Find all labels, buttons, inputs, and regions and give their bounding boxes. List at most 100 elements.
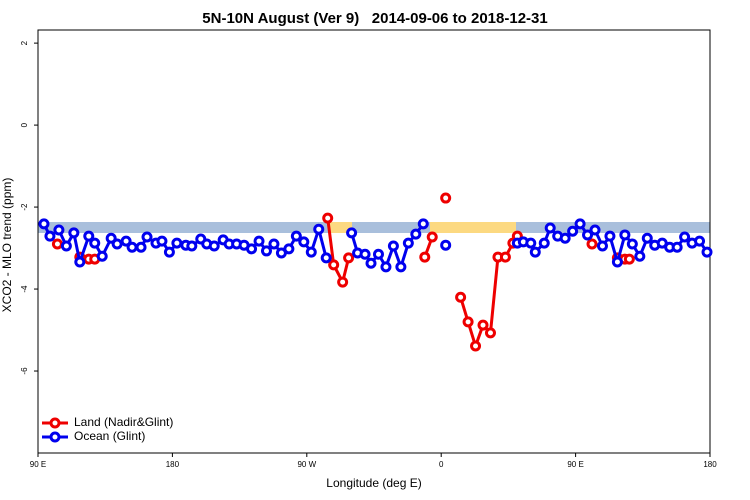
data-point: [268, 238, 280, 250]
data-point: [410, 228, 422, 240]
data-point: [298, 236, 310, 248]
data-point: [586, 238, 598, 250]
legend-label: Land (Nadir&Glint): [74, 415, 173, 429]
data-point: [611, 256, 623, 268]
data-point: [343, 252, 355, 264]
data-point: [135, 241, 147, 253]
legend-label: Ocean (Glint): [74, 429, 145, 443]
data-point: [440, 239, 452, 251]
data-point: [402, 237, 414, 249]
data-point: [574, 218, 586, 230]
data-point: [120, 235, 132, 247]
data-point: [337, 276, 349, 288]
data-point: [470, 340, 482, 352]
data-point: [641, 232, 653, 244]
data-point: [484, 327, 496, 339]
data-point: [419, 251, 431, 263]
data-point: [395, 261, 407, 273]
data-point: [60, 240, 72, 252]
data-point: [320, 252, 332, 264]
data-point: [634, 250, 646, 262]
data-point: [380, 261, 392, 273]
chart-title: 5N-10N August (Ver 9) 2014-09-06 to 2018…: [202, 10, 547, 27]
data-point: [141, 231, 153, 243]
x-tick-label: 0: [439, 460, 444, 469]
y-tick-label: -6: [20, 367, 29, 375]
y-tick-label: 0: [20, 122, 29, 127]
data-point: [96, 250, 108, 262]
data-point: [671, 241, 683, 253]
legend-marker: [49, 417, 61, 429]
data-point: [163, 246, 175, 258]
data-point: [623, 253, 635, 265]
data-point: [68, 227, 80, 239]
data-point: [499, 251, 511, 263]
data-point: [701, 246, 713, 258]
data-point: [260, 245, 272, 257]
data-point: [322, 212, 334, 224]
data-point: [290, 230, 302, 242]
data-point: [253, 235, 265, 247]
data-point: [156, 235, 168, 247]
data-point: [283, 243, 295, 255]
data-point: [346, 227, 358, 239]
land-band: [430, 222, 516, 233]
legend-item: Land (Nadir&Glint): [42, 415, 173, 429]
data-point: [53, 224, 65, 236]
data-point: [477, 319, 489, 331]
data-point: [328, 259, 340, 271]
x-tick-label: 90 E: [30, 460, 46, 469]
x-tick-label: 180: [166, 460, 180, 469]
x-tick-label: 180: [703, 460, 717, 469]
y-axis-label: XCO2 - MLO trend (ppm): [0, 178, 14, 313]
x-tick-label: 90 E: [567, 460, 583, 469]
data-point: [619, 229, 631, 241]
data-point: [186, 240, 198, 252]
data-point: [559, 232, 571, 244]
data-point: [313, 223, 325, 235]
y-tick-label: 2: [20, 40, 29, 45]
data-point: [694, 235, 706, 247]
data-point: [426, 231, 438, 243]
land-band: [330, 222, 352, 233]
data-point: [359, 248, 371, 260]
data-point: [44, 230, 56, 242]
y-tick-label: -2: [20, 203, 29, 211]
data-point: [462, 316, 474, 328]
legend-item: Ocean (Glint): [42, 429, 145, 443]
data-point: [83, 230, 95, 242]
data-point: [567, 225, 579, 237]
data-point: [372, 248, 384, 260]
legend-marker: [49, 431, 61, 443]
data-point: [208, 240, 220, 252]
data-point: [626, 238, 638, 250]
data-point: [387, 240, 399, 252]
data-point: [582, 229, 594, 241]
plot-layer: 2 0 -2 -4 -6 90 E 180 90 W 0 90 E 180 Land (Nadir&G…: [20, 40, 717, 469]
data-point: [171, 237, 183, 249]
data-point: [74, 256, 86, 268]
data-point: [679, 231, 691, 243]
data-point: [38, 218, 50, 230]
data-point: [111, 238, 123, 250]
ocean-band: [38, 222, 710, 233]
data-point: [246, 243, 258, 255]
data-point: [440, 192, 452, 204]
data-point: [305, 246, 317, 258]
data-point: [89, 237, 101, 249]
x-tick-label: 90 W: [297, 460, 316, 469]
data-point: [544, 222, 556, 234]
data-point: [529, 246, 541, 258]
data-point: [589, 224, 601, 236]
data-point: [455, 291, 467, 303]
data-point: [365, 257, 377, 269]
data-point: [604, 230, 616, 242]
y-tick-label: -4: [20, 285, 29, 293]
x-axis-label: Longitude (deg E): [326, 476, 421, 490]
data-point: [596, 240, 608, 252]
data-point: [126, 241, 138, 253]
plot-frame: [37, 29, 711, 454]
data-point: [525, 237, 537, 249]
